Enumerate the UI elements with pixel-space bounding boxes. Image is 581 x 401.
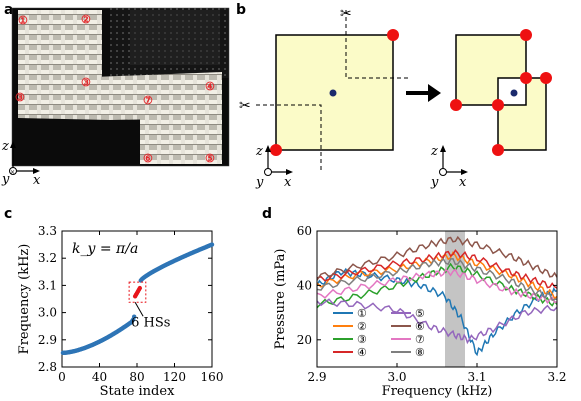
corner-dot-r2 <box>520 72 532 84</box>
corner-dot-left-top <box>387 29 399 41</box>
xtick-label: 0 <box>58 370 66 384</box>
y-axis-label: Pressure (mPa) <box>273 249 288 350</box>
xtick-label: 80 <box>129 370 144 384</box>
series-line <box>316 235 558 281</box>
series-line <box>316 298 558 345</box>
panel-label-c: c <box>4 206 13 222</box>
b-axis-y-right: y <box>430 175 439 190</box>
xtick-label: 3.2 <box>547 370 566 384</box>
b-axis-z-right: z <box>430 144 438 159</box>
legend-label: ④ <box>357 346 367 359</box>
marker-5: ⑤ <box>205 152 215 165</box>
cut-line-lower <box>256 104 322 170</box>
corner-dot-left-bottom <box>270 144 282 156</box>
series-line <box>316 262 558 309</box>
marker-2: ② <box>81 13 91 26</box>
axes-indicator-a: × <box>9 141 40 176</box>
square-piece-bottom-right <box>497 77 547 151</box>
x-axis-label: State index <box>100 384 175 399</box>
marker-1: ① <box>18 14 28 27</box>
ytick-label: 3.1 <box>38 278 57 292</box>
lattice-block-lower-right <box>140 100 222 164</box>
axis-z-label: z <box>1 139 9 154</box>
b-axis-x-right: x <box>459 175 467 190</box>
hinge-box <box>128 281 147 303</box>
panel-label-a: a <box>4 2 14 18</box>
ytick-label: 60 <box>297 224 312 238</box>
cut-line-upper <box>345 10 408 79</box>
xtick-label: 160 <box>201 370 224 384</box>
marker-4: ④ <box>205 80 215 93</box>
corner-dot-r6 <box>492 144 504 156</box>
panel-label-d: d <box>262 206 273 222</box>
plot-frame <box>316 230 558 368</box>
axis-x-label: x <box>33 173 41 188</box>
xtick-label: 120 <box>163 370 186 384</box>
light-glow <box>130 10 220 65</box>
b-axis-y: y <box>255 175 264 190</box>
center-dot-right <box>510 89 518 97</box>
svg-text:×: × <box>10 169 15 176</box>
legend-label: ① <box>357 307 367 320</box>
ytick-label: 3.0 <box>38 306 57 320</box>
y-axis-label: Frequency (kHz) <box>17 244 32 355</box>
series-line <box>316 268 558 305</box>
xtick-label: 2.9 <box>307 370 326 384</box>
x-axis-label: Frequency (kHz) <box>382 384 493 399</box>
xtick-label: 3.0 <box>387 370 406 384</box>
corner-dot-r1 <box>520 29 532 41</box>
photo-panel: ① ② ③ ③ ④ ⑤ ⑥ ⑦ × z y x <box>1 7 230 188</box>
ytick-label: 3.3 <box>38 224 57 238</box>
legend-label: ③ <box>357 333 367 346</box>
marker-3-left: ③ <box>15 91 25 104</box>
marker-7: ⑦ <box>143 94 153 107</box>
ytick-label: 3.2 <box>38 251 57 265</box>
panel-label-b: b <box>236 2 247 18</box>
b-axis-x: x <box>284 175 292 190</box>
chart-c: 2.8 2.9 3.0 3.1 3.2 3.3 0 40 80 120 160 State index… <box>17 224 224 399</box>
marker-3: ③ <box>81 76 91 89</box>
corner-dot-r3 <box>450 99 462 111</box>
formula-label: k_y = π/a <box>72 241 138 257</box>
series-line <box>316 251 558 300</box>
legend-label: ⑤ <box>415 307 425 320</box>
hinge-state-point <box>137 285 143 291</box>
chart-d: 20 40 60 2.9 3.0 3.1 3.2 Frequency (kHz) Pressur… <box>273 224 567 399</box>
marker-6: ⑥ <box>143 152 153 165</box>
corner-dot-r5 <box>540 72 552 84</box>
corner-dot-r4 <box>492 99 504 111</box>
ytick-label: 2.9 <box>38 333 57 347</box>
legend-label: ⑥ <box>415 320 425 333</box>
ytick-label: 2.8 <box>38 360 57 374</box>
ytick-label: 20 <box>297 333 312 347</box>
b-axis-z: z <box>255 144 263 159</box>
annotation-arrow <box>134 302 144 317</box>
xtick-label: 40 <box>92 370 107 384</box>
center-dot-left <box>329 89 337 97</box>
ytick-label: 40 <box>297 278 312 292</box>
cut-diagram: ✂ ✂ z y x z y x <box>239 6 552 190</box>
axes-indicator-b-left <box>264 145 293 176</box>
legend-label: ⑦ <box>415 333 425 346</box>
series-line <box>316 257 558 302</box>
scissors-icon-left: ✂ <box>239 98 251 114</box>
series-line <box>316 249 558 289</box>
legend-label: ⑧ <box>415 346 425 359</box>
axes-indicator-b-right <box>439 145 468 176</box>
data-point <box>209 242 215 247</box>
xtick-label: 3.1 <box>467 370 486 384</box>
data-point <box>131 314 137 319</box>
axis-y-label: y <box>1 172 10 187</box>
arrow-head-icon <box>428 84 441 102</box>
annotation-label: 6 HSs <box>131 315 170 330</box>
legend-label: ② <box>357 320 367 333</box>
scissors-icon-top: ✂ <box>340 6 352 22</box>
